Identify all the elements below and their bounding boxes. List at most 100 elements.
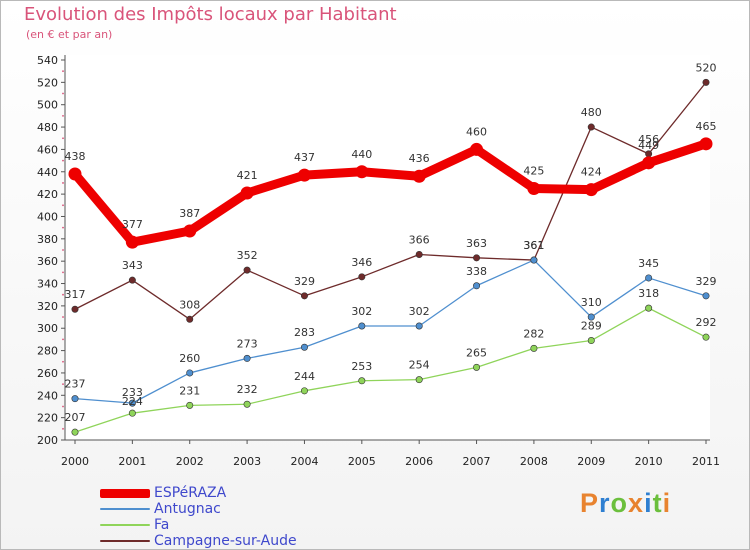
- legend-swatch-fa: [100, 524, 150, 526]
- data-point: [645, 304, 653, 312]
- y-tick-label: 320: [37, 300, 58, 313]
- data-label: 352: [237, 249, 258, 262]
- y-minor-tick: [62, 137, 64, 140]
- data-label: 244: [294, 370, 315, 383]
- data-label: 361: [523, 239, 544, 252]
- data-point: [587, 337, 595, 345]
- legend-label-fa: Fa: [154, 517, 170, 533]
- data-label: 363: [466, 237, 487, 250]
- legend-swatch-antugnac: [100, 508, 150, 510]
- x-tick-label: 2003: [233, 455, 261, 468]
- x-tick-label: 2005: [348, 455, 376, 468]
- data-point: [125, 235, 139, 249]
- data-label: 260: [179, 352, 200, 365]
- data-point: [355, 165, 369, 179]
- y-minor-tick: [62, 182, 64, 184]
- y-tick-label: 220: [37, 412, 58, 425]
- y-tick-label: 420: [37, 188, 58, 201]
- data-label: 338: [466, 265, 487, 278]
- y-minor-tick: [62, 405, 64, 408]
- series-line-campagne-sur-aude: [74, 81, 707, 320]
- data-label: 292: [696, 316, 717, 329]
- data-label: 329: [696, 275, 717, 288]
- data-point: [183, 224, 197, 238]
- data-point: [243, 354, 251, 362]
- x-tick-label: 2006: [405, 455, 433, 468]
- data-point: [358, 273, 366, 281]
- data-point: [702, 78, 710, 86]
- data-label: 440: [351, 148, 372, 161]
- y-minor-tick: [62, 114, 64, 117]
- data-label: 465: [696, 120, 717, 133]
- legend-label-antugnac: Antugnac: [154, 501, 221, 517]
- chart-title: Evolution des Impôts locaux par Habitant: [24, 4, 397, 25]
- x-tick-label: 2010: [635, 455, 663, 468]
- y-tick-label: 380: [37, 233, 58, 246]
- series-line-fa: [74, 307, 707, 433]
- x-tick-label: 2000: [61, 455, 89, 468]
- data-label: 232: [237, 383, 258, 396]
- data-point: [186, 369, 194, 377]
- data-label: 224: [122, 395, 143, 408]
- data-label: 233: [122, 386, 143, 399]
- data-label: 282: [523, 327, 544, 340]
- x-tick-label: 2001: [118, 455, 146, 468]
- data-point: [530, 256, 538, 264]
- y-tick-label: 340: [37, 278, 58, 291]
- data-label: 308: [179, 298, 200, 311]
- data-label: 437: [294, 151, 315, 164]
- data-point: [470, 142, 484, 156]
- x-tick-label: 2007: [463, 455, 491, 468]
- logo-letter: x: [628, 488, 645, 518]
- logo-letter: P: [580, 488, 600, 518]
- y-minor-tick: [62, 293, 64, 296]
- data-label: 346: [351, 256, 372, 269]
- data-label: 366: [409, 233, 430, 246]
- data-point: [415, 250, 423, 258]
- data-label: 310: [581, 296, 602, 309]
- data-label: 361: [523, 239, 544, 252]
- y-minor-tick: [62, 249, 64, 251]
- data-label: 254: [409, 359, 430, 372]
- data-label: 237: [65, 378, 86, 391]
- data-point: [530, 344, 538, 352]
- legend-label-campagne-sur-aude: Campagne-sur-Aude: [154, 533, 297, 549]
- data-label: 231: [179, 384, 200, 397]
- data-point: [587, 313, 595, 321]
- data-label: 265: [466, 346, 487, 359]
- data-point: [584, 183, 598, 197]
- legend-swatch-campagne-sur-aude: [100, 540, 150, 542]
- data-point: [300, 292, 308, 300]
- data-label: 438: [65, 150, 86, 163]
- data-label: 253: [351, 360, 372, 373]
- y-tick-label: 280: [37, 345, 58, 358]
- data-label: 273: [237, 337, 258, 350]
- y-tick-label: 460: [37, 143, 58, 156]
- y-minor-tick: [62, 204, 64, 207]
- data-point: [473, 254, 481, 262]
- data-point: [128, 399, 136, 407]
- x-tick-label: 2004: [290, 455, 318, 468]
- data-point: [702, 292, 710, 300]
- data-point: [415, 376, 423, 384]
- chart-subtitle: (en € et par an): [26, 28, 113, 41]
- y-tick-label: 300: [37, 322, 58, 335]
- y-minor-tick: [62, 271, 64, 274]
- data-label: 343: [122, 259, 143, 272]
- data-point: [527, 182, 541, 196]
- y-tick-label: 360: [37, 255, 58, 268]
- y-minor-tick: [62, 92, 64, 95]
- x-tick-label: 2011: [692, 455, 720, 468]
- y-tick-label: 540: [37, 54, 58, 67]
- y-minor-tick: [62, 427, 64, 430]
- data-label: 520: [696, 61, 717, 74]
- data-point: [128, 409, 136, 417]
- y-tick-label: 400: [37, 210, 58, 223]
- logo-letter: r: [599, 488, 611, 518]
- y-tick-label: 500: [37, 99, 58, 112]
- data-point: [71, 428, 79, 436]
- y-minor-tick: [62, 316, 64, 318]
- data-label: 302: [351, 305, 372, 318]
- data-point: [240, 186, 254, 200]
- data-point: [186, 315, 194, 323]
